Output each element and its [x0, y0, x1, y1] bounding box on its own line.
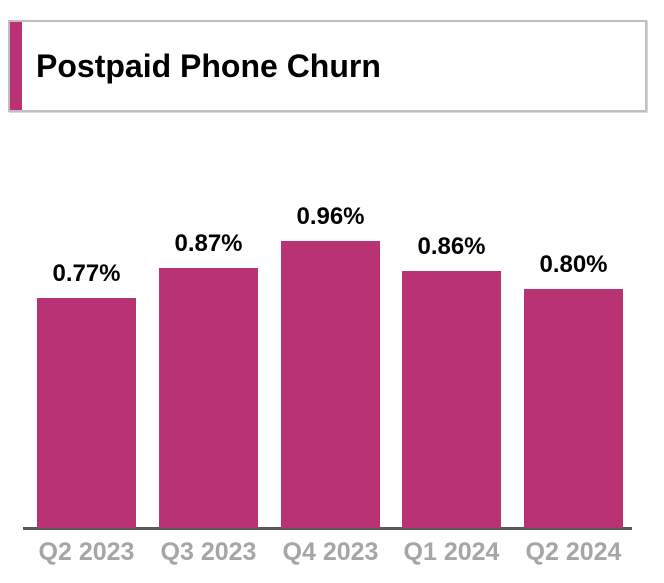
bar-q4-2023	[281, 241, 380, 528]
value-label-q2-2023: 0.77%	[52, 260, 121, 287]
bar-q2-2024	[524, 289, 623, 528]
category-label-q2-2023: Q2 2023	[38, 538, 135, 566]
value-label-q2-2024: 0.80%	[539, 251, 608, 278]
category-label-q2-2024: Q2 2024	[525, 538, 622, 566]
value-label-q1-2024: 0.86%	[417, 233, 486, 260]
category-label-q4-2023: Q4 2023	[282, 538, 379, 566]
category-label-q3-2023: Q3 2023	[160, 538, 257, 566]
x-axis-line	[23, 527, 632, 530]
bar-q3-2023	[159, 268, 258, 528]
title-box: Postpaid Phone Churn	[8, 20, 647, 112]
bar-q1-2024	[402, 271, 501, 528]
value-label-q3-2023: 0.87%	[174, 230, 243, 257]
bar-q2-2023	[37, 298, 136, 528]
title-accent-bar	[10, 22, 22, 110]
value-label-q4-2023: 0.96%	[296, 203, 365, 230]
category-label-q1-2024: Q1 2024	[403, 538, 500, 566]
page-title: Postpaid Phone Churn	[36, 47, 381, 84]
